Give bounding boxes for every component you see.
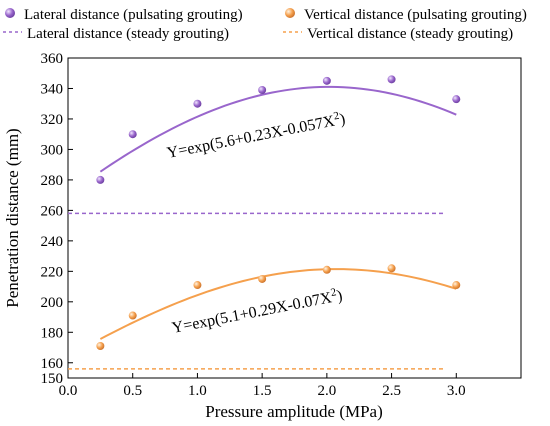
x-tick-label-1-5: 1.5 — [253, 383, 272, 399]
fit-equation-lateral-close: ) — [338, 111, 346, 129]
y-tick-label-320: 320 — [41, 112, 64, 128]
data-points — [96, 75, 461, 350]
x-axis-title: Pressure amplitude (MPa) — [205, 402, 383, 421]
y-tick-label-300: 300 — [41, 142, 64, 158]
y-tick-label-340: 340 — [41, 81, 64, 97]
y-tick-label-180: 180 — [41, 325, 64, 341]
data-point-s0-1 — [128, 130, 137, 139]
data-point-s1-6 — [452, 281, 461, 290]
fit-curve-1 — [99, 268, 457, 340]
legend-item-lateral-pulsating: Lateral distance (pulsating grouting) — [5, 7, 243, 23]
legend-item-vertical-steady: Vertical distance (steady grouting) — [283, 26, 513, 42]
legend-label-lateral-steady: Lateral distance (steady grouting) — [27, 26, 229, 42]
data-point-s0-3 — [258, 86, 267, 94]
y-axis-title: Penetration distance (mm) — [3, 128, 22, 307]
data-point-s0-5 — [387, 75, 396, 84]
legend-marker-lateral-pulsating — [5, 8, 15, 18]
fit-curves — [99, 85, 457, 340]
data-point-s1-2 — [193, 281, 202, 290]
fit-curve-0 — [99, 85, 457, 173]
x-tick-label-0-5: 0.5 — [123, 383, 142, 399]
y-tick-label-220: 220 — [41, 264, 64, 280]
data-point-s0-4 — [322, 76, 331, 85]
fit-equation-vertical-exponent: 2 — [330, 286, 338, 299]
fit-equation-vertical-close: ) — [335, 287, 343, 305]
data-point-s1-5 — [387, 264, 396, 273]
legend-label-vertical-steady: Vertical distance (steady grouting) — [307, 26, 513, 42]
data-point-s0-0 — [96, 175, 105, 184]
data-point-s1-1 — [128, 311, 137, 320]
steady-grouting-lines — [68, 212, 444, 370]
y-tick-label-240: 240 — [41, 234, 64, 250]
data-point-s1-3 — [258, 274, 267, 283]
y-tick-label-280: 280 — [41, 173, 64, 189]
legend-label-vertical-pulsating: Vertical distance (pulsating grouting) — [304, 7, 527, 23]
y-tick-label-260: 260 — [41, 203, 64, 219]
fit-equation-vertical: Y=exp(5.1+0.29X-0.07X2) — [170, 285, 344, 337]
fit-equation-lateral: Y=exp(5.6+0.23X-0.057X2) — [165, 109, 347, 162]
x-tick-label-0-0: 0.0 — [59, 383, 78, 399]
x-tick-label-2-0: 2.0 — [317, 383, 336, 399]
legend-label-lateral-pulsating: Lateral distance (pulsating grouting) — [24, 7, 243, 23]
data-point-s1-4 — [322, 265, 331, 274]
legend-item-lateral-steady: Lateral distance (steady grouting) — [3, 26, 229, 42]
y-tick-label-200: 200 — [41, 295, 64, 311]
y-tick-label-360: 360 — [41, 51, 64, 67]
data-point-s1-0 — [96, 342, 105, 350]
legend-marker-vertical-pulsating — [285, 8, 295, 18]
plot-area-frame — [67, 57, 522, 379]
legend: Lateral distance (pulsating grouting) Ve… — [3, 7, 527, 42]
x-tick-label-1-0: 1.0 — [188, 383, 207, 399]
x-tick-label-2-5: 2.5 — [382, 383, 401, 399]
data-point-s0-6 — [452, 95, 461, 104]
data-point-s0-2 — [193, 99, 202, 108]
y-tick-label-150: 150 — [41, 371, 64, 387]
legend-item-vertical-pulsating: Vertical distance (pulsating grouting) — [285, 7, 527, 23]
fit-equation-lateral-exponent: 2 — [332, 110, 340, 123]
x-tick-label-3-0: 3.0 — [447, 383, 466, 399]
y-tick-label-160: 160 — [41, 356, 64, 372]
